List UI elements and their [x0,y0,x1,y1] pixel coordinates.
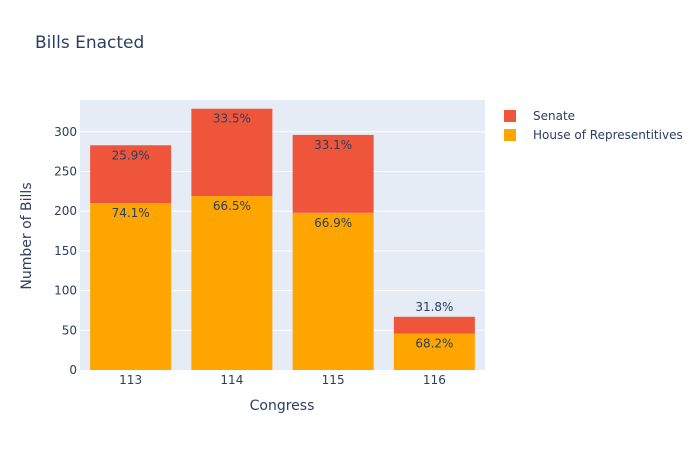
data-label: 31.8% [415,300,453,314]
bar-senate[interactable] [393,316,475,334]
data-label: 74.1% [112,206,150,220]
bar-house[interactable] [393,333,475,370]
bar-series: 74.1% 25.9% 66.5% 33.5% 66.9% 33.1% 68.2% 31.8% [90,108,475,370]
x-tick-label: 114 [220,373,243,387]
data-label: 66.9% [314,216,352,230]
x-axis-ticks: 113 114 115 116 [119,373,446,387]
legend-item-senate[interactable]: Senate [504,106,683,125]
data-label: 66.5% [213,199,251,213]
bar-house[interactable] [191,196,273,370]
bar-house[interactable] [90,203,172,370]
bar-senate[interactable] [90,145,172,204]
legend: Senate House of Representitives [504,106,683,144]
y-tick-label: 50 [62,323,77,337]
y-tick-label: 200 [54,204,77,218]
x-tick-label: 115 [322,373,345,387]
x-tick-label: 113 [119,373,142,387]
y-tick-label: 250 [54,164,77,178]
legend-label-house: House of Representitives [533,127,683,142]
data-label: 68.2% [415,336,453,350]
bar-senate[interactable] [191,108,273,197]
y-tick-label: 0 [69,363,77,377]
bar-senate[interactable] [292,134,374,213]
y-axis-label: Number of Bills [19,182,35,289]
legend-swatch-senate [504,109,516,122]
chart-title: Bills Enacted [35,33,145,53]
legend-item-house[interactable]: House of Representitives [504,125,683,144]
bar-house[interactable] [292,212,374,370]
y-tick-label: 150 [54,244,77,258]
data-label: 33.5% [213,112,251,126]
y-tick-label: 100 [54,284,77,298]
x-tick-label: 116 [423,373,446,387]
y-tick-label: 300 [54,125,77,139]
data-label: 25.9% [112,148,150,162]
x-axis-label: Congress [250,398,315,414]
data-label: 33.1% [314,138,352,152]
legend-label-senate: Senate [533,108,576,123]
legend-swatch-house [504,128,516,141]
y-axis-ticks: 0 50 100 150 200 250 300 [54,125,77,377]
